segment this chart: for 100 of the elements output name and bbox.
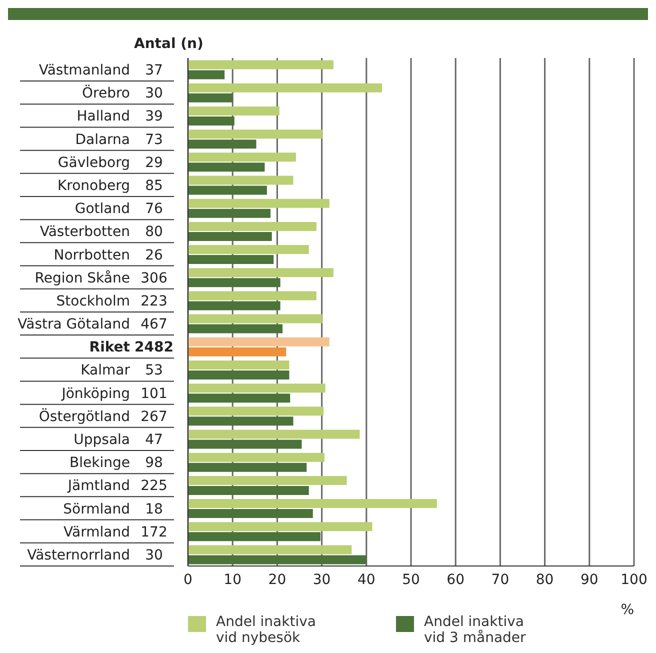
bar bbox=[188, 291, 316, 300]
bar bbox=[188, 140, 256, 149]
x-axis-title: % bbox=[620, 602, 634, 618]
y2-tick-label: 18 bbox=[145, 501, 163, 518]
y2-tick-label: 30 bbox=[145, 547, 163, 564]
bar bbox=[188, 416, 294, 426]
bar bbox=[188, 406, 324, 416]
bar bbox=[188, 106, 280, 116]
y2-tick-label: 53 bbox=[145, 362, 163, 379]
y-tick-label: Dalarna bbox=[75, 132, 130, 148]
bar bbox=[188, 268, 334, 278]
x-tick-label: 80 bbox=[536, 572, 554, 588]
bar bbox=[188, 440, 302, 449]
bar bbox=[188, 452, 324, 462]
x-tick-label: 0 bbox=[184, 572, 192, 588]
bar bbox=[188, 394, 290, 403]
y2-tick-label: 85 bbox=[145, 178, 163, 194]
y-tick-label: Halland bbox=[76, 108, 130, 125]
bar bbox=[188, 93, 233, 102]
x-tick-label: 10 bbox=[224, 572, 242, 588]
y-tick-label: Västra Götaland bbox=[18, 316, 130, 333]
y-tick-label: Västerbotten bbox=[40, 224, 130, 240]
bar bbox=[188, 116, 234, 126]
y-tick-label: Jämtland bbox=[66, 478, 130, 494]
y2-tick-label: 98 bbox=[145, 455, 163, 472]
y2-tick-label: 80 bbox=[145, 224, 163, 240]
bar bbox=[188, 522, 372, 532]
bar bbox=[188, 384, 326, 393]
y2-tick-label: 172 bbox=[140, 524, 168, 540]
bar bbox=[188, 347, 286, 356]
legend-label: Andel inaktiva vid 3 månader bbox=[424, 614, 527, 646]
y-tick-label: Jönköping bbox=[60, 386, 130, 402]
y-tick-label: Norrbotten bbox=[54, 247, 130, 264]
y-tick-label: Gävleborg bbox=[58, 154, 130, 171]
x-tick-label: 100 bbox=[620, 572, 648, 588]
y-tick-label: Östergötland bbox=[38, 408, 130, 425]
bar bbox=[188, 301, 280, 310]
legend-label: Andel inaktiva vid nybesök bbox=[216, 614, 317, 646]
y-tick-label: Västmanland bbox=[38, 62, 130, 79]
bar bbox=[188, 176, 294, 185]
y-tick-label: Sörmland bbox=[63, 501, 130, 518]
x-tick-label: 90 bbox=[580, 572, 598, 588]
y2-tick-label: 37 bbox=[145, 62, 163, 79]
bar bbox=[188, 476, 347, 485]
bar bbox=[188, 232, 272, 241]
bar bbox=[188, 152, 296, 162]
bar bbox=[188, 324, 283, 334]
y2-tick-label: 29 bbox=[145, 154, 163, 171]
y-tick-label: Region Skåne bbox=[34, 269, 130, 286]
y-tick-label: Värmland bbox=[64, 524, 130, 540]
y2-tick-label: 225 bbox=[140, 478, 168, 494]
bar bbox=[188, 499, 437, 508]
bar bbox=[188, 278, 280, 288]
bar bbox=[188, 83, 382, 92]
y2-tick-label: 47 bbox=[145, 432, 163, 448]
bar bbox=[188, 430, 360, 439]
y-tick-label: Blekinge bbox=[70, 455, 130, 472]
y2-tick-label: 223 bbox=[140, 293, 168, 310]
bar bbox=[188, 314, 322, 324]
y-tick-label: Västernorrland bbox=[27, 547, 130, 564]
y-tick-label: Stockholm bbox=[56, 293, 130, 310]
bar bbox=[188, 186, 267, 195]
y2-tick-label: 2482 bbox=[134, 340, 174, 356]
bar bbox=[188, 555, 366, 564]
bar bbox=[188, 545, 352, 554]
y2-tick-label: 76 bbox=[145, 201, 163, 218]
bar bbox=[188, 486, 309, 495]
y2-tick-label: 306 bbox=[140, 270, 168, 286]
y2-tick-label: 101 bbox=[140, 386, 168, 402]
x-tick-label: 30 bbox=[312, 572, 331, 588]
y-tick-label: Riket bbox=[89, 340, 130, 356]
y2-tick-label: 467 bbox=[140, 316, 168, 333]
y-tick-label: Gotland bbox=[74, 201, 130, 218]
bar bbox=[188, 208, 271, 218]
y-tick-label: Uppsala bbox=[74, 432, 130, 448]
bar bbox=[188, 70, 225, 80]
x-tick-label: 50 bbox=[402, 572, 420, 588]
bar bbox=[188, 245, 309, 254]
bar bbox=[188, 360, 290, 370]
bar bbox=[188, 532, 320, 542]
x-tick-label: 20 bbox=[268, 572, 286, 588]
bar bbox=[188, 198, 330, 208]
bar bbox=[188, 370, 290, 380]
x-tick-label: 60 bbox=[446, 572, 465, 588]
bar bbox=[188, 337, 330, 346]
y2-tick-label: 30 bbox=[145, 86, 163, 102]
bar bbox=[188, 162, 265, 172]
x-tick-label: 70 bbox=[491, 572, 510, 588]
y2-axis-title: Antal (n) bbox=[134, 36, 204, 52]
bar bbox=[188, 509, 313, 518]
bar bbox=[188, 462, 307, 472]
y-tick-label: Örebro bbox=[82, 84, 130, 102]
y2-tick-label: 39 bbox=[145, 108, 163, 125]
y2-tick-label: 267 bbox=[140, 408, 168, 425]
bar bbox=[188, 222, 316, 231]
bar bbox=[188, 130, 322, 139]
y-tick-label: Kronoberg bbox=[57, 178, 130, 194]
y2-tick-label: 73 bbox=[145, 132, 163, 148]
y2-tick-label: 26 bbox=[145, 247, 163, 264]
bar bbox=[188, 255, 274, 264]
